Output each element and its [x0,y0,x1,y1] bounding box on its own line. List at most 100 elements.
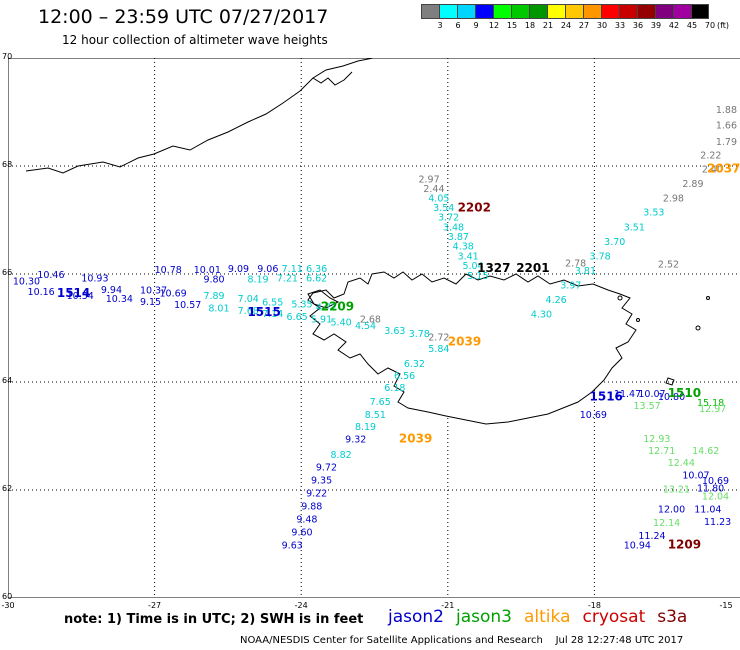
pass-time-tag: 2039 [448,334,481,348]
wave-height-label: 9.72 [316,463,337,474]
wave-height-label: 12.93 [643,434,670,445]
legend-swatch [421,4,439,19]
wave-height-label: 6.56 [394,371,415,382]
wave-height-label: 7.21 [277,274,298,285]
legend-swatch [583,4,601,19]
wave-height-label: 7.14 [262,309,283,320]
wave-height-label: 10.54 [67,291,94,302]
wave-height-label: 3.81 [575,266,596,277]
wave-height-label: 10.78 [155,265,182,276]
wave-height-label: 10.07 [638,389,665,400]
legend-label: 39 [650,21,662,30]
legend-swatch [547,4,565,19]
legend-label: 12 [488,21,500,30]
wave-height-label: 11.47 [614,389,641,400]
wave-height-label: 2.22 [700,150,721,161]
legend-swatch [439,4,457,19]
legend-label: 42 [668,21,680,30]
legend-label: 70 [704,21,716,30]
wave-height-label: 2.89 [682,179,703,190]
legend-swatch [655,4,673,19]
legend-label: 27 [578,21,590,30]
wave-height-label: 2.68 [360,315,381,326]
legend-swatch [637,4,655,19]
wave-height-label: 5.40 [331,317,352,328]
wave-height-label: 7.11 [282,264,303,275]
legend-label: 45 [686,21,698,30]
chart-subtitle: 12 hour collection of altimeter wave hei… [62,33,328,47]
wave-height-label: 1.88 [716,105,737,116]
wave-height-label: 2.44 [423,184,444,195]
legend-swatch [457,4,475,19]
latitude-tick: 70 [2,52,13,61]
wave-height-label: 6.18 [384,383,405,394]
wave-height-label: 10.69 [159,289,186,300]
wave-height-label: 9.63 [282,540,303,551]
wave-height-label: 11.24 [638,531,665,542]
wave-height-label: 11.23 [704,517,731,528]
footer-note: note: 1) Time is in UTC; 2) SWH is in fe… [64,612,364,627]
wave-height-label: 12.97 [699,404,726,415]
islands [617,295,710,386]
chart-title: 12:00 – 23:59 UTC 07/27/2017 [38,6,329,28]
wave-height-label: 10.30 [13,276,40,287]
legend-label: 3 [437,21,443,30]
wave-height-label: 10.37 [140,285,167,296]
latitude-tick: 60 [2,592,13,601]
wave-height-label: 9.48 [296,514,317,525]
wave-height-label: 9.80 [203,275,224,286]
wave-height-label: 9.35 [311,476,332,487]
wave-height-label: 8.01 [208,303,229,314]
wave-height-label: 2.98 [663,194,684,205]
pass-time-tag: 2202 [458,200,491,214]
satellite-altika: altika [524,607,571,627]
wave-height-label: 11.80 [697,484,724,495]
wave-height-label: 5.35 [291,299,312,310]
wave-height-label: 2.97 [418,175,439,186]
wave-height-label: 10.57 [174,300,201,311]
legend-label: 6 [455,21,461,30]
wave-height-label: 8.19 [247,275,268,286]
pass-time-tag: 2037 [707,161,740,175]
wave-height-label: 9.88 [301,501,322,512]
pass-time-tag: 1516 [590,389,623,403]
wave-height-label: 10.01 [194,265,221,276]
wave-height-label: 10.07 [682,471,709,482]
latitude-tick: 62 [2,484,13,493]
wave-height-label: 1.66 [716,121,737,132]
wave-height-label: 10.69 [580,410,607,421]
satellite-s3a: s3a [657,607,688,627]
legend-label: 30 [596,21,608,30]
wave-height-label: 8.19 [355,422,376,433]
pass-time-tag: 1209 [668,537,701,551]
wave-height-label: 9.15 [140,297,161,308]
wave-height-label: 9.32 [345,434,366,445]
wave-height-label: 1.79 [716,137,737,148]
pass-time-tag: 1510 [668,386,701,400]
wave-height-label: 3.63 [384,326,405,337]
wave-height-label: 9.09 [228,264,249,275]
wave-height-label: 9.06 [257,264,278,275]
satellite-legend: jason2 jason3 altika cryosat s3a [388,607,699,627]
wave-height-label: 12.14 [653,518,680,529]
wave-height-label: 8.82 [331,450,352,461]
wave-height-label: 6.55 [262,297,283,308]
latitude-tick: 64 [2,376,13,385]
wave-height-label: 2.78 [565,258,586,269]
pass-time-tag: 2209 [321,300,354,314]
legend-label: 15 [506,21,518,30]
timestamp: Jul 28 12:27:48 UTC 2017 [555,635,684,646]
legend-swatch [619,4,637,19]
wave-height-label: 7.65 [370,397,391,408]
wave-height-label: 6.36 [306,264,327,275]
legend-label: 18 [524,21,536,30]
wave-height-label: 6.32 [404,359,425,370]
wave-height-label: 11.04 [694,505,721,516]
wave-height-label: 5.15 [467,271,488,282]
pass-time-tag: 1327 [477,261,510,275]
legend-swatch [601,4,619,19]
wave-height-label: 15.18 [697,398,724,409]
wave-height-label: 3.53 [643,208,664,219]
wave-height-label: 6.62 [306,274,327,285]
legend-label: 33 [614,21,626,30]
